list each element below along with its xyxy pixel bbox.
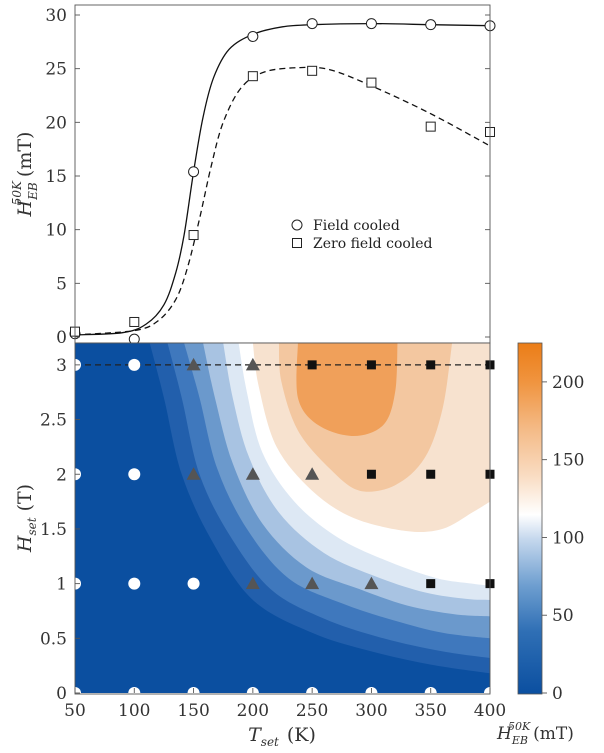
bottom-x-tick-label: 250 — [296, 701, 328, 721]
bottom-x-axis-label: Tset (K) — [248, 724, 316, 749]
legend-square-marker — [292, 238, 302, 248]
colorbar-tick-label: 0 — [552, 684, 563, 704]
colorbar-label-unit: (mT) — [533, 724, 574, 744]
bottom-y-tick-label: 3 — [56, 356, 67, 376]
bottom-x-tick-label: 300 — [355, 701, 387, 721]
bottom-y-axis-label: Hset (T) — [14, 484, 39, 553]
colorbar-label-sub: EB — [511, 734, 528, 747]
triangle-marker — [245, 467, 260, 480]
contour-bands — [75, 343, 490, 693]
colorbar-gradient — [517, 342, 543, 695]
data-point-series-0-2 — [188, 166, 200, 178]
circle-marker — [128, 358, 141, 371]
top-plot-frame — [74, 4, 491, 344]
square-marker — [307, 360, 317, 370]
top-y-ticks: 0 5 10 15 20 25 30 — [45, 6, 490, 348]
legend-label-field-cooled: Field cooled — [313, 218, 400, 234]
bottom-x-tick-label: 200 — [237, 701, 269, 721]
bottom-xlabel-base: T — [248, 724, 262, 746]
bottom-y-tick-label: 2 — [56, 465, 67, 485]
fit-line-series-1 — [74, 66, 491, 336]
bottom-x-tick-label: 100 — [118, 701, 150, 721]
bottom-xlabel-unit: (K) — [287, 724, 316, 746]
bottom-y-tick-label: 1 — [56, 575, 67, 595]
square-marker — [426, 579, 436, 589]
bottom-x-tick-label: 350 — [414, 701, 446, 721]
data-point-series-1-2 — [188, 230, 199, 241]
colorbar-tick-label: 100 — [552, 528, 584, 548]
data-point-series-0-5 — [365, 18, 377, 30]
data-point-series-1-5 — [366, 77, 377, 88]
colorbar-tick-label: 150 — [552, 451, 584, 471]
bottom-x-ticks: 50 100 150 200 250 300 350 400 — [64, 688, 506, 721]
data-point-series-0-3 — [247, 30, 259, 42]
bottom-ylabel-unit: (T) — [14, 484, 36, 512]
bottom-y-tick-label: 0.5 — [40, 629, 67, 649]
top-y-tick-label: 15 — [45, 167, 67, 187]
top-chart: 0 5 10 15 20 25 30 HEB50K (mT) Field cooled Zer… — [10, 4, 496, 348]
bottom-ylabel-sub: set — [25, 517, 39, 535]
legend-circle-marker — [291, 219, 303, 231]
circle-marker — [187, 577, 200, 590]
colorbar-label-base: H — [496, 724, 513, 744]
triangle-marker — [305, 576, 320, 590]
data-point-series-1-6 — [425, 121, 436, 132]
top-y-tick-label: 30 — [45, 6, 67, 26]
legend-label-zero-field-cooled: Zero field cooled — [313, 236, 433, 252]
bottom-chart: 0 0.5 1 1.5 2 2.5 3 50 100 150 200 250 300 350 400 Hs… — [14, 342, 506, 749]
colorbar: 0 50 100 150 200 HEB50K (mT) — [496, 342, 584, 747]
top-ylabel-sub: EB — [26, 182, 40, 201]
data-point-series-1-1 — [129, 316, 140, 327]
triangle-marker — [245, 576, 260, 590]
bottom-ylabel-base: H — [14, 535, 36, 553]
colorbar-tick-label: 50 — [552, 606, 574, 626]
circle-marker — [128, 577, 141, 590]
square-marker — [366, 360, 376, 370]
top-ylabel-base: H — [14, 199, 36, 217]
bottom-x-tick-label: 50 — [64, 701, 86, 721]
square-marker — [426, 469, 436, 479]
top-y-tick-label: 25 — [45, 60, 67, 80]
bottom-xlabel-sub: set — [261, 735, 279, 749]
triangle-marker — [186, 357, 201, 371]
data-point-series-0-4 — [306, 18, 318, 30]
colorbar-label: HEB50K (mT) — [496, 720, 574, 747]
square-marker — [366, 469, 376, 479]
colorbar-tick-label: 200 — [552, 373, 584, 393]
triangle-marker — [186, 467, 201, 480]
colorbar-ticks: 0 50 100 150 200 — [542, 373, 584, 704]
bottom-plot-frame — [74, 342, 491, 695]
data-point-series-0-6 — [425, 19, 437, 31]
top-y-tick-label: 0 — [56, 328, 67, 348]
triangle-marker — [245, 357, 260, 371]
bottom-y-ticks: 0 0.5 1 1.5 2 2.5 3 — [40, 356, 80, 704]
top-data-points — [69, 18, 496, 345]
data-point-series-1-3 — [247, 71, 258, 82]
top-fit-lines — [74, 22, 491, 336]
bottom-y-tick-label: 2.5 — [40, 411, 67, 431]
bottom-x-tick-label: 400 — [474, 701, 506, 721]
fit-line-series-0 — [74, 22, 491, 336]
top-y-axis-label: HEB50K (mT) — [10, 132, 40, 218]
data-point-series-1-4 — [307, 65, 318, 76]
colorbar-label-sup: 50K — [508, 720, 531, 733]
triangle-marker — [364, 576, 379, 590]
square-marker — [426, 360, 436, 370]
circle-marker — [128, 468, 141, 481]
bottom-y-tick-label: 1.5 — [40, 520, 67, 540]
bottom-x-tick-label: 150 — [177, 701, 209, 721]
legend: Field cooled Zero field cooled — [291, 218, 433, 252]
bottom-y-tick-label: 0 — [56, 684, 67, 704]
top-ylabel-unit: (mT) — [14, 132, 36, 178]
top-y-tick-label: 5 — [56, 274, 67, 294]
top-y-tick-label: 10 — [45, 221, 67, 241]
triangle-marker — [305, 467, 320, 480]
top-ylabel-sup: 50K — [10, 180, 24, 205]
top-y-tick-label: 20 — [45, 113, 67, 133]
